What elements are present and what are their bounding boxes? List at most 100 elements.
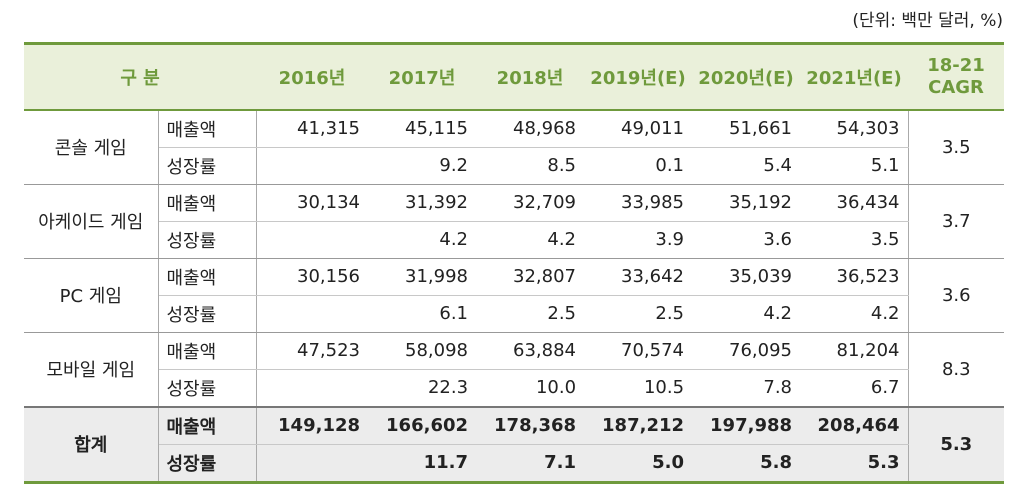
metric-label: 성장률: [158, 221, 257, 259]
metric-label: 매출액: [158, 332, 257, 370]
value-cell: 2.5: [584, 295, 693, 333]
value-cell: 36,434: [800, 184, 909, 222]
value-cell: 6.7: [800, 369, 909, 407]
table-row: 아케이드 게임 매출액 30,134 31,392 32,709 33,985 …: [24, 184, 1005, 259]
value-cell: 187,212: [584, 406, 693, 445]
value-cell: 76,095: [692, 332, 801, 370]
value-cell: 197,988: [692, 406, 801, 445]
total-row: 합계 매출액 149,128 166,602 178,368 187,212 1…: [24, 406, 1005, 484]
value-cell: 3.6: [692, 221, 801, 259]
metric-label: 성장률: [158, 147, 257, 185]
table-row: 성장률 22.3 10.0 10.5 7.8 6.7: [24, 369, 1004, 407]
value-cell: 4.2: [692, 295, 801, 333]
value-cell: 33,642: [584, 258, 693, 296]
value-cell: 208,464: [800, 406, 909, 445]
value-cell: 49,011: [584, 109, 693, 148]
cagr-cell: 3.7: [907, 184, 1005, 259]
value-cell: 0.1: [584, 147, 693, 185]
value-cell: 7.1: [476, 444, 585, 484]
cagr-cell: 5.3: [907, 406, 1005, 484]
row-group-label: 모바일 게임: [24, 332, 159, 407]
header-year: 2018년: [476, 42, 585, 111]
value-cell: 5.4: [692, 147, 801, 185]
value-cell: 11.7: [368, 444, 477, 484]
value-cell: 35,192: [692, 184, 801, 222]
table-row: 성장률 6.1 2.5 2.5 4.2 4.2: [24, 295, 1004, 333]
value-cell: 5.8: [692, 444, 801, 484]
value-cell: 35,039: [692, 258, 801, 296]
row-group-label: 아케이드 게임: [24, 184, 159, 259]
value-cell: 47,523: [256, 332, 369, 370]
value-cell: 10.0: [476, 369, 585, 407]
value-cell: 70,574: [584, 332, 693, 370]
value-cell: 33,985: [584, 184, 693, 222]
header-cagr: 18-21 CAGR: [908, 42, 1005, 111]
value-cell: 63,884: [476, 332, 585, 370]
value-cell: [256, 295, 369, 333]
header-cagr-period: 18-21: [927, 54, 985, 76]
cagr-cell: 3.5: [907, 109, 1005, 185]
value-cell: 4.2: [368, 221, 477, 259]
value-cell: 31,998: [368, 258, 477, 296]
value-cell: 5.3: [800, 444, 909, 484]
value-cell: 166,602: [368, 406, 477, 445]
value-cell: [256, 369, 369, 407]
value-cell: 6.1: [368, 295, 477, 333]
total-row: 성장률 11.7 7.1 5.0 5.8 5.3: [24, 444, 1004, 484]
row-group-label: 콘솔 게임: [24, 109, 159, 185]
cagr-cell: 3.6: [907, 258, 1005, 333]
header-category: 구 분: [24, 42, 257, 111]
value-cell: 10.5: [584, 369, 693, 407]
header-year: 2016년: [256, 42, 369, 111]
value-cell: [256, 444, 369, 484]
value-cell: 48,968: [476, 109, 585, 148]
metric-label: 성장률: [158, 369, 257, 407]
value-cell: 32,807: [476, 258, 585, 296]
metric-label: 매출액: [158, 258, 257, 296]
value-cell: 31,392: [368, 184, 477, 222]
value-cell: 54,303: [800, 109, 909, 148]
value-cell: 4.2: [800, 295, 909, 333]
metric-label: 성장률: [158, 444, 257, 484]
value-cell: [256, 221, 369, 259]
value-cell: 5.0: [584, 444, 693, 484]
value-cell: 58,098: [368, 332, 477, 370]
header-year: 2020년(E): [692, 42, 801, 111]
value-cell: 51,661: [692, 109, 801, 148]
value-cell: 178,368: [476, 406, 585, 445]
header-cagr-label: CAGR: [928, 76, 984, 98]
value-cell: 8.5: [476, 147, 585, 185]
row-group-label: PC 게임: [24, 258, 159, 333]
table-row: 성장률 9.2 8.5 0.1 5.4 5.1: [24, 147, 1004, 185]
header-row: 구 분 2016년 2017년 2018년 2019년(E) 2020년(E) …: [24, 42, 1005, 111]
value-cell: 9.2: [368, 147, 477, 185]
header-year: 2017년: [368, 42, 477, 111]
metric-label: 매출액: [158, 184, 257, 222]
metric-label: 매출액: [158, 109, 257, 148]
metric-label: 성장률: [158, 295, 257, 333]
value-cell: 3.9: [584, 221, 693, 259]
value-cell: 7.8: [692, 369, 801, 407]
value-cell: 41,315: [256, 109, 369, 148]
total-label: 합계: [24, 406, 159, 484]
cagr-cell: 8.3: [907, 332, 1005, 407]
value-cell: 2.5: [476, 295, 585, 333]
table-row: PC 게임 매출액 30,156 31,998 32,807 33,642 35…: [24, 258, 1005, 333]
value-cell: 81,204: [800, 332, 909, 370]
value-cell: 5.1: [800, 147, 909, 185]
value-cell: 32,709: [476, 184, 585, 222]
header-year: 2021년(E): [800, 42, 909, 111]
table-row: 성장률 4.2 4.2 3.9 3.6 3.5: [24, 221, 1004, 259]
value-cell: 149,128: [256, 406, 369, 445]
header-year: 2019년(E): [584, 42, 693, 111]
game-market-table: 구 분 2016년 2017년 2018년 2019년(E) 2020년(E) …: [24, 42, 1005, 484]
value-cell: 30,134: [256, 184, 369, 222]
value-cell: 45,115: [368, 109, 477, 148]
value-cell: 30,156: [256, 258, 369, 296]
value-cell: 36,523: [800, 258, 909, 296]
value-cell: 3.5: [800, 221, 909, 259]
table-row: 콘솔 게임 매출액 41,315 45,115 48,968 49,011 51…: [24, 109, 1005, 185]
value-cell: 4.2: [476, 221, 585, 259]
table-row: 모바일 게임 매출액 47,523 58,098 63,884 70,574 7…: [24, 332, 1005, 407]
value-cell: [256, 147, 369, 185]
